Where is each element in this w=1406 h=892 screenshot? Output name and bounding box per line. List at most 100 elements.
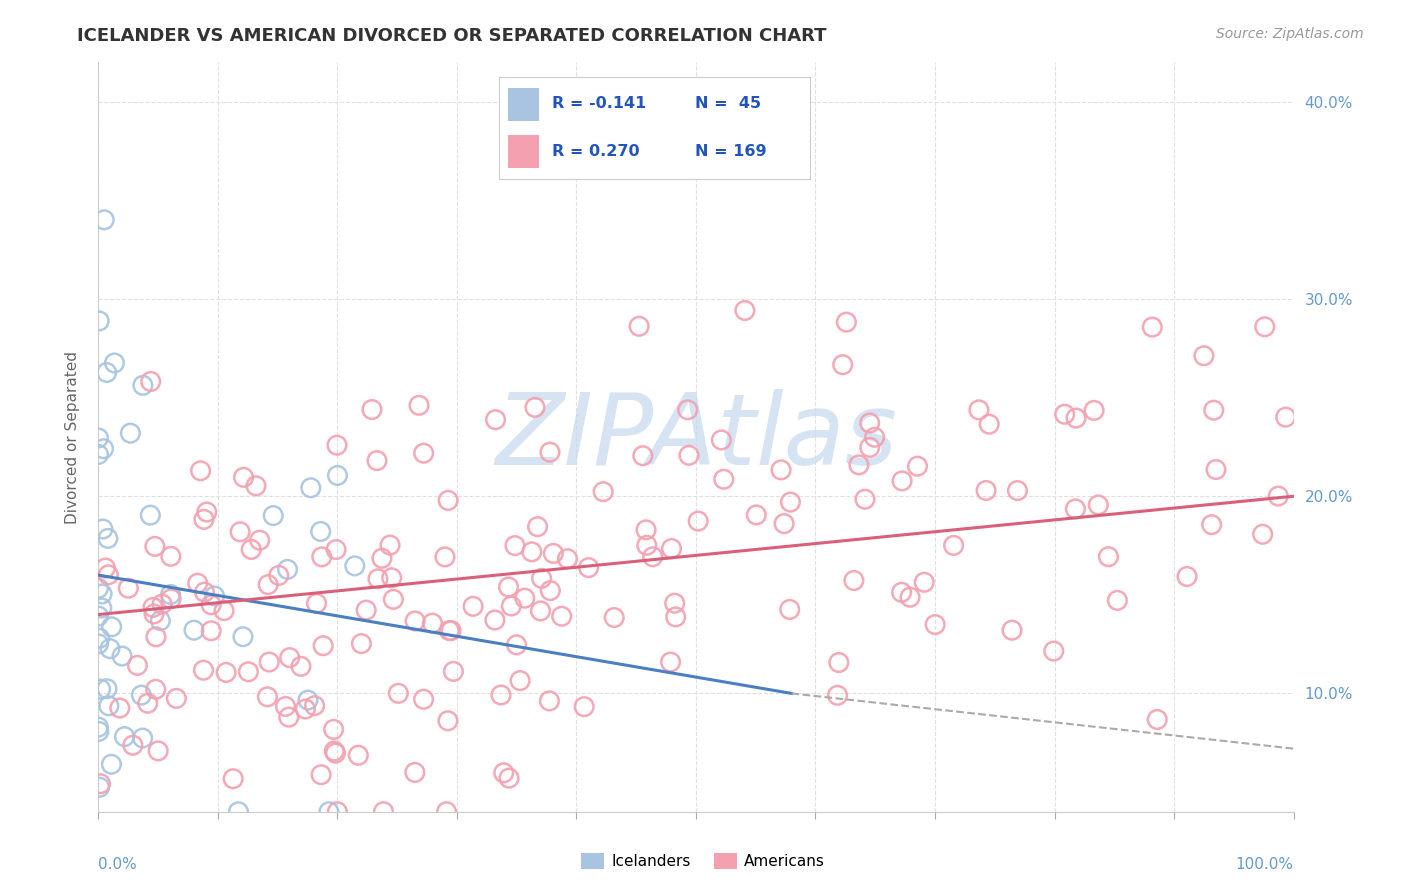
Point [1007,483,1029,498]
Point [412,692,434,706]
Point [842,574,865,588]
Point [190,464,212,478]
Point [309,524,332,539]
Point [277,710,299,724]
Point [437,714,460,728]
Point [361,402,384,417]
Point [484,413,506,427]
Point [404,614,426,628]
Point [309,767,332,781]
Point [831,358,853,372]
Point [439,624,461,638]
Point [853,492,876,507]
Point [89,780,111,795]
Point [498,771,520,785]
Point [890,585,912,599]
Point [1146,713,1168,727]
Point [661,541,683,556]
Point [631,449,654,463]
Y-axis label: Divorced or Separated: Divorced or Separated [65,351,80,524]
Point [924,617,946,632]
Point [404,765,426,780]
Point [827,688,849,702]
Point [228,805,250,819]
Point [290,659,312,673]
Point [779,602,801,616]
Point [347,748,370,763]
Point [440,624,463,638]
Point [436,805,458,819]
Point [779,495,801,509]
Point [538,694,561,708]
Point [1142,320,1164,334]
Point [530,571,553,585]
Point [257,577,280,591]
Point [1053,407,1076,421]
Point [489,688,512,702]
Point [90,682,112,697]
Point [165,691,187,706]
Point [1107,593,1129,607]
Point [433,549,456,564]
Legend: Icelanders, Americans: Icelanders, Americans [575,847,831,875]
Point [193,663,215,677]
Point [350,637,373,651]
Point [1064,502,1087,516]
Point [628,319,651,334]
Point [422,616,444,631]
Point [96,366,118,380]
Point [90,601,112,615]
Point [312,639,335,653]
Point [373,805,395,819]
Point [523,401,546,415]
Point [1001,623,1024,637]
Point [498,580,520,594]
Point [1192,349,1215,363]
Text: 0.0%: 0.0% [98,856,138,871]
Point [367,572,389,586]
Point [96,681,118,696]
Point [326,468,349,483]
Point [132,378,155,392]
Point [200,598,222,612]
Point [371,551,394,566]
Point [267,568,290,582]
Point [572,699,595,714]
Point [387,686,409,700]
Point [256,690,278,704]
Point [318,805,340,819]
Point [942,538,965,552]
Point [835,315,858,329]
Point [245,479,267,493]
Point [222,772,245,786]
Point [967,403,990,417]
Point [1064,411,1087,425]
Point [257,655,280,669]
Point [131,688,153,702]
Point [907,459,929,474]
Point [249,533,271,548]
Point [145,682,167,697]
Point [100,620,122,634]
Point [509,673,531,688]
Point [193,512,215,526]
Point [492,765,515,780]
Point [592,484,614,499]
Point [187,576,209,591]
Point [354,603,377,617]
Point [87,720,110,734]
Point [145,630,167,644]
Point [863,430,886,444]
Point [160,591,183,606]
Point [382,592,405,607]
Point [773,516,796,531]
Point [979,417,1001,432]
Point [513,591,536,606]
Point [97,567,120,582]
Point [408,398,430,412]
Point [912,575,935,590]
Point [159,588,181,602]
Point [538,445,561,459]
Point [212,604,235,618]
Point [149,614,172,628]
